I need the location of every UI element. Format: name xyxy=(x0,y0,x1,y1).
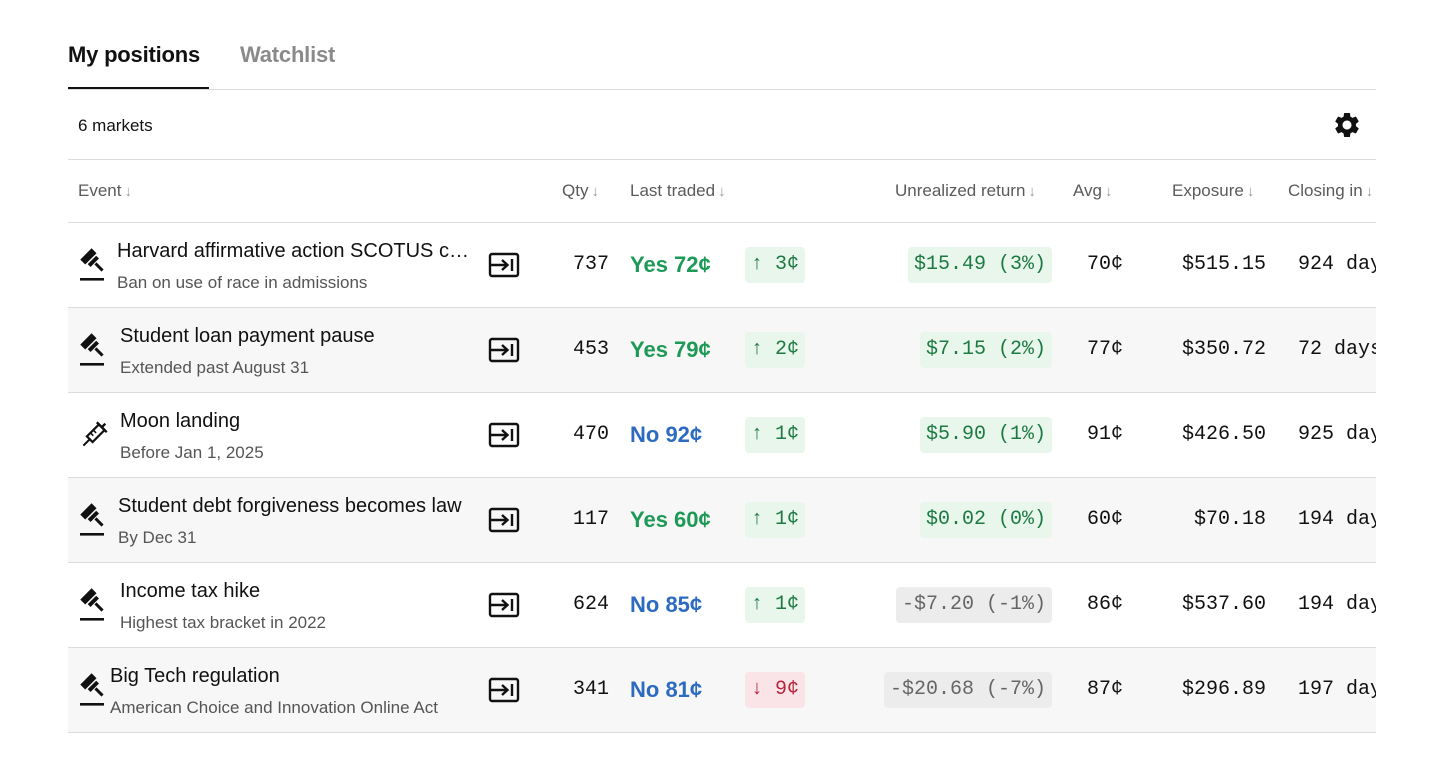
table-row[interactable]: Student loan payment pause Extended past… xyxy=(68,308,1376,393)
price-change-badge: ↑ 2¢ xyxy=(745,332,806,368)
quantity: 737 xyxy=(572,253,609,276)
table-row[interactable]: Harvard affirmative action SCOTUS case B… xyxy=(68,223,1376,308)
trade-icon[interactable] xyxy=(488,335,520,365)
average-price: 70¢ xyxy=(1086,253,1123,276)
event-subtitle: American Choice and Innovation Online Ac… xyxy=(110,698,438,717)
sort-arrow-icon: ↓ xyxy=(1105,183,1113,200)
unrealized-return-badge: $0.02 (0%) xyxy=(919,502,1052,538)
unrealized-return-badge: $15.49 (3%) xyxy=(907,247,1052,283)
sort-arrow-icon: ↓ xyxy=(1365,183,1374,200)
price-change-badge: ↑ 3¢ xyxy=(745,247,806,283)
exposure-value: $537.60 xyxy=(1181,593,1266,616)
last-traded-price: Yes 79¢ xyxy=(630,337,711,362)
exposure-value: $70.18 xyxy=(1193,508,1266,531)
average-price: 77¢ xyxy=(1086,338,1123,361)
positions-table: Event ↓ Qty ↓ Last traded ↓ Unrealized retu… xyxy=(68,160,1376,740)
closing-in-value: 194 days xyxy=(1298,593,1376,616)
syringe-icon xyxy=(78,417,110,453)
average-price: 86¢ xyxy=(1086,593,1123,616)
exposure-value: $426.50 xyxy=(1181,423,1266,446)
price-change-badge: ↑ 1¢ xyxy=(745,587,806,623)
col-event[interactable]: Event ↓ xyxy=(78,181,132,200)
exposure-value: $350.72 xyxy=(1181,338,1266,361)
event-subtitle: Highest tax bracket in 2022 xyxy=(120,613,327,632)
unrealized-return-badge: -$20.68 (-7%) xyxy=(883,672,1052,708)
event-subtitle: Before Jan 1, 2025 xyxy=(120,443,264,462)
trade-icon[interactable] xyxy=(488,505,520,535)
gavel-icon xyxy=(78,247,110,283)
unrealized-return-badge: $5.90 (1%) xyxy=(919,417,1052,453)
quantity: 341 xyxy=(572,678,609,701)
closing-in-value: 925 days xyxy=(1298,423,1376,446)
sort-arrow-icon: ↓ xyxy=(124,183,132,200)
gavel-icon xyxy=(78,502,110,538)
price-change-badge: ↑ 1¢ xyxy=(745,502,806,538)
market-count: 6 markets xyxy=(78,116,153,135)
average-price: 91¢ xyxy=(1086,423,1123,446)
closing-in-value: 194 days xyxy=(1298,508,1376,531)
table-row[interactable]: Student debt forgiveness becomes law By … xyxy=(68,478,1376,563)
event-title[interactable]: Student loan payment pause xyxy=(120,325,375,347)
exposure-value: $515.15 xyxy=(1181,253,1266,276)
gavel-icon xyxy=(78,332,110,368)
event-subtitle: By Dec 31 xyxy=(118,528,197,547)
tab-my-positions[interactable]: My positions xyxy=(68,42,201,67)
sort-arrow-icon: ↓ xyxy=(718,183,726,200)
quantity: 453 xyxy=(572,338,609,361)
event-subtitle: Ban on use of race in admissions xyxy=(117,273,368,292)
exposure-value: $296.89 xyxy=(1181,678,1266,701)
col-exposure[interactable]: Exposure ↓ xyxy=(1172,181,1255,200)
quantity: 470 xyxy=(572,423,609,446)
sort-arrow-icon: ↓ xyxy=(1246,183,1255,200)
table-row[interactable]: Moon landing Before Jan 1, 2025 470 No 9… xyxy=(68,393,1376,478)
event-title[interactable]: Moon landing xyxy=(120,410,241,432)
event-title[interactable]: Big Tech regulation xyxy=(110,665,280,687)
last-traded-price: No 81¢ xyxy=(630,677,703,702)
closing-in-value: 72 days xyxy=(1298,338,1376,361)
sort-arrow-icon: ↓ xyxy=(1028,183,1036,200)
average-price: 87¢ xyxy=(1086,678,1123,701)
col-last-traded[interactable]: Last traded ↓ xyxy=(630,181,726,200)
last-traded-price: No 85¢ xyxy=(630,592,703,617)
last-traded-price: Yes 72¢ xyxy=(630,252,711,277)
active-tab-indicator xyxy=(68,87,209,89)
trade-icon[interactable] xyxy=(488,590,520,620)
col-qty[interactable]: Qty ↓ xyxy=(562,181,599,200)
closing-in-value: 924 days xyxy=(1298,253,1376,276)
table-row[interactable]: Income tax hike Highest tax bracket in 2… xyxy=(68,563,1376,648)
trade-icon[interactable] xyxy=(488,420,520,450)
col-avg[interactable]: Avg ↓ xyxy=(1073,181,1113,200)
price-change-badge: ↑ 1¢ xyxy=(745,417,806,453)
last-traded-price: No 92¢ xyxy=(630,422,703,447)
price-change-badge: ↓ 9¢ xyxy=(745,672,806,708)
tab-bar: My positions Watchlist xyxy=(68,0,1376,90)
gear-icon[interactable] xyxy=(1332,110,1362,140)
closing-in-value: 197 days xyxy=(1298,678,1376,701)
trade-icon[interactable] xyxy=(488,250,520,280)
table-row[interactable]: Big Tech regulation American Choice and … xyxy=(68,648,1376,733)
gavel-icon xyxy=(78,672,110,708)
quantity: 624 xyxy=(572,593,609,616)
average-price: 60¢ xyxy=(1086,508,1123,531)
col-unrealized-return[interactable]: Unrealized return ↓ xyxy=(895,181,1036,200)
gavel-icon xyxy=(78,587,110,623)
tab-watchlist[interactable]: Watchlist xyxy=(240,42,336,67)
event-title[interactable]: Student debt forgiveness becomes law xyxy=(118,495,462,517)
event-subtitle: Extended past August 31 xyxy=(120,358,310,377)
positions-toolbar: 6 markets xyxy=(68,90,1376,160)
event-title[interactable]: Income tax hike xyxy=(120,580,261,602)
table-header: Event ↓ Qty ↓ Last traded ↓ Unrealized retu… xyxy=(68,160,1376,223)
trade-icon[interactable] xyxy=(488,675,520,705)
quantity: 117 xyxy=(572,508,609,531)
unrealized-return-badge: $7.15 (2%) xyxy=(919,332,1052,368)
last-traded-price: Yes 60¢ xyxy=(630,507,711,532)
col-closing-in[interactable]: Closing in ↓ xyxy=(1288,181,1374,200)
unrealized-return-badge: -$7.20 (-1%) xyxy=(895,587,1052,623)
sort-arrow-icon: ↓ xyxy=(591,183,599,200)
event-title[interactable]: Harvard affirmative action SCOTUS case xyxy=(117,240,472,262)
